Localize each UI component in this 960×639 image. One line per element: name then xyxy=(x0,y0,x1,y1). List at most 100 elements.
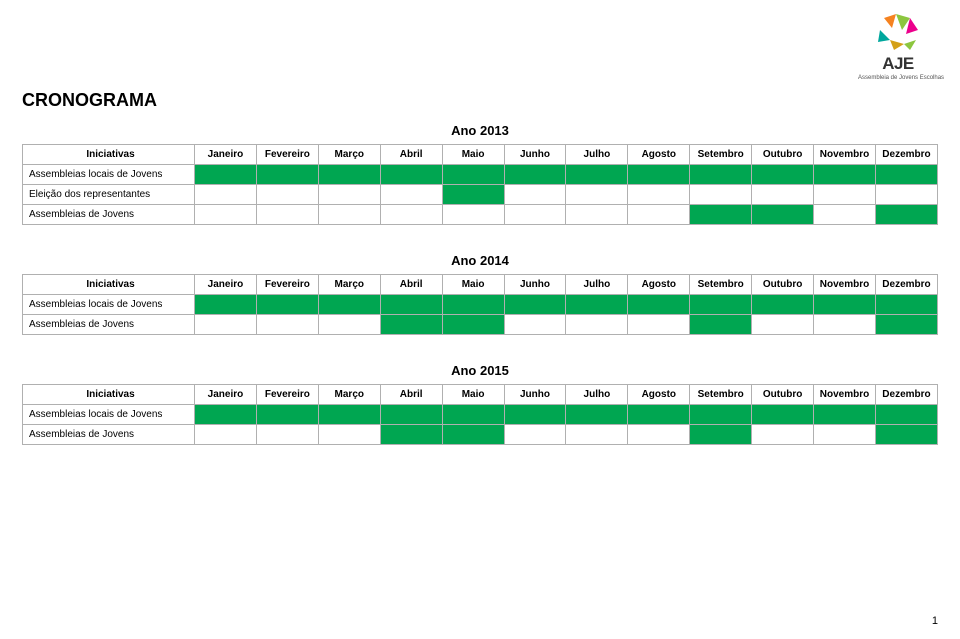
schedule-cell xyxy=(566,425,628,445)
schedule-cell xyxy=(380,405,442,425)
schedule-cell xyxy=(442,405,504,425)
schedule-cell xyxy=(442,165,504,185)
col-header-month: Outubro xyxy=(752,385,814,405)
table-row: Eleição dos representantes xyxy=(23,185,938,205)
col-header-month: Novembro xyxy=(814,275,876,295)
table-row: Assembleias locais de Jovens xyxy=(23,295,938,315)
schedule-cell xyxy=(752,295,814,315)
schedule-cell xyxy=(752,205,814,225)
schedule-cell xyxy=(380,205,442,225)
schedule-cell xyxy=(256,185,318,205)
schedule-cell xyxy=(318,205,380,225)
schedule-cell xyxy=(380,295,442,315)
schedule-cell xyxy=(442,295,504,315)
schedule-cell xyxy=(875,425,937,445)
schedule-cell xyxy=(566,185,628,205)
schedule-cell xyxy=(504,315,566,335)
schedule-cell xyxy=(195,165,257,185)
schedule-cell xyxy=(442,205,504,225)
logo-letters: AJE xyxy=(858,54,938,74)
schedule-cell xyxy=(504,425,566,445)
schedule-cell xyxy=(318,295,380,315)
cronograma-sections: Ano 2013IniciativasJaneiroFevereiroMarço… xyxy=(22,123,938,445)
schedule-cell xyxy=(195,205,257,225)
col-header-initiatives: Iniciativas xyxy=(23,385,195,405)
row-label: Assembleias de Jovens xyxy=(23,315,195,335)
schedule-cell xyxy=(566,165,628,185)
col-header-month: Abril xyxy=(380,385,442,405)
col-header-month: Fevereiro xyxy=(256,385,318,405)
schedule-cell xyxy=(318,315,380,335)
col-header-month: Junho xyxy=(504,385,566,405)
col-header-month: Novembro xyxy=(814,145,876,165)
logo-subtitle: Assembleia de Jovens Escolhas xyxy=(858,75,938,81)
col-header-month: Novembro xyxy=(814,385,876,405)
col-header-month: Setembro xyxy=(690,145,752,165)
col-header-month: Fevereiro xyxy=(256,145,318,165)
schedule-cell xyxy=(318,425,380,445)
schedule-cell xyxy=(380,315,442,335)
table-row: Assembleias de Jovens xyxy=(23,205,938,225)
schedule-cell xyxy=(380,425,442,445)
schedule-cell xyxy=(442,185,504,205)
row-label: Assembleias de Jovens xyxy=(23,425,195,445)
col-header-month: Dezembro xyxy=(875,275,937,295)
schedule-cell xyxy=(566,405,628,425)
col-header-month: Março xyxy=(318,275,380,295)
schedule-cell xyxy=(690,315,752,335)
schedule-cell xyxy=(256,405,318,425)
schedule-cell xyxy=(195,185,257,205)
col-header-month: Setembro xyxy=(690,275,752,295)
schedule-table: IniciativasJaneiroFevereiroMarçoAbrilMai… xyxy=(22,144,938,225)
schedule-cell xyxy=(814,425,876,445)
year-title: Ano 2014 xyxy=(22,253,938,268)
col-header-month: Maio xyxy=(442,145,504,165)
schedule-cell xyxy=(875,405,937,425)
schedule-cell xyxy=(256,425,318,445)
schedule-cell xyxy=(566,295,628,315)
col-header-month: Agosto xyxy=(628,275,690,295)
schedule-cell xyxy=(504,165,566,185)
col-header-month: Maio xyxy=(442,385,504,405)
schedule-cell xyxy=(318,185,380,205)
col-header-month: Julho xyxy=(566,275,628,295)
schedule-cell xyxy=(195,405,257,425)
year-title: Ano 2013 xyxy=(22,123,938,138)
schedule-cell xyxy=(690,425,752,445)
col-header-month: Abril xyxy=(380,145,442,165)
col-header-month: Janeiro xyxy=(195,385,257,405)
col-header-month: Outubro xyxy=(752,275,814,295)
schedule-cell xyxy=(814,405,876,425)
schedule-cell xyxy=(875,315,937,335)
schedule-cell xyxy=(504,185,566,205)
schedule-cell xyxy=(814,185,876,205)
schedule-cell xyxy=(566,315,628,335)
col-header-month: Janeiro xyxy=(195,275,257,295)
col-header-month: Fevereiro xyxy=(256,275,318,295)
schedule-cell xyxy=(628,185,690,205)
table-row: Assembleias de Jovens xyxy=(23,425,938,445)
schedule-cell xyxy=(875,205,937,225)
col-header-month: Agosto xyxy=(628,145,690,165)
schedule-cell xyxy=(318,405,380,425)
schedule-cell xyxy=(256,205,318,225)
row-label: Assembleias locais de Jovens xyxy=(23,405,195,425)
col-header-month: Setembro xyxy=(690,385,752,405)
col-header-month: Janeiro xyxy=(195,145,257,165)
col-header-month: Dezembro xyxy=(875,385,937,405)
col-header-month: Julho xyxy=(566,385,628,405)
schedule-cell xyxy=(875,295,937,315)
schedule-cell xyxy=(195,295,257,315)
schedule-cell xyxy=(690,185,752,205)
schedule-cell xyxy=(256,315,318,335)
schedule-cell xyxy=(504,405,566,425)
page-title: CRONOGRAMA xyxy=(22,90,938,111)
schedule-cell xyxy=(504,205,566,225)
logo-mark xyxy=(876,12,920,52)
schedule-cell xyxy=(628,165,690,185)
schedule-cell xyxy=(875,185,937,205)
table-row: Assembleias locais de Jovens xyxy=(23,405,938,425)
schedule-cell xyxy=(504,295,566,315)
col-header-month: Março xyxy=(318,385,380,405)
schedule-cell xyxy=(566,205,628,225)
